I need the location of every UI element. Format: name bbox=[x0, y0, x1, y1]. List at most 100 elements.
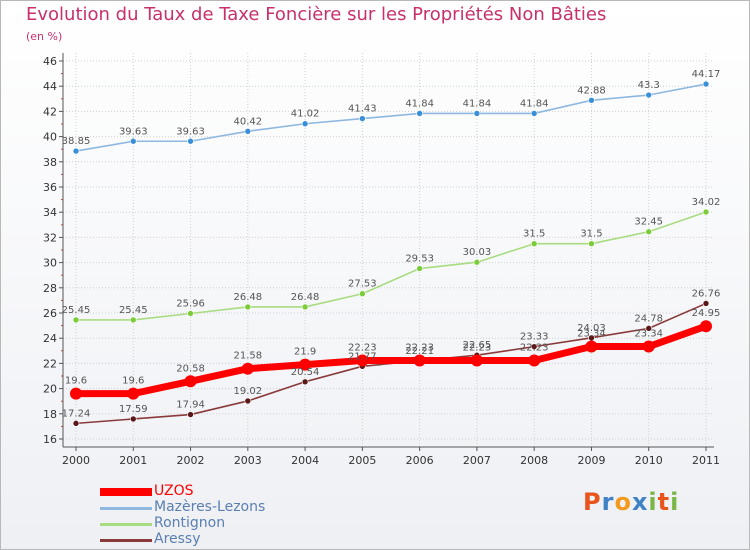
data-label-mazeres-lezons-2009: 42.88 bbox=[577, 85, 606, 96]
y-tick-label-22: 22 bbox=[43, 357, 57, 370]
data-label-uzos-2005: 22.23 bbox=[348, 343, 377, 354]
x-tick-label-2008: 2008 bbox=[520, 454, 548, 467]
x-tick-label-2004: 2004 bbox=[291, 454, 319, 467]
data-label-mazeres-lezons-2002: 39.63 bbox=[176, 126, 205, 137]
axes: 16 18 20 22 24 26 28 30 32 34 36 38 40 42 44 46 2000 2001… bbox=[43, 53, 720, 467]
data-label-mazeres-lezons-2008: 41.84 bbox=[520, 98, 549, 109]
legend-swatch-aressy bbox=[100, 539, 152, 542]
y-tick-label-32: 32 bbox=[43, 231, 57, 244]
point-aressy-2003 bbox=[244, 397, 252, 405]
y-tick-label-16: 16 bbox=[43, 433, 57, 446]
point-mazeres-lezons-2000 bbox=[72, 147, 80, 155]
data-label-uzos-2004: 21.9 bbox=[294, 347, 316, 358]
legend-label-mazeres-lezons: Mazères-Lezons bbox=[154, 499, 266, 515]
point-aressy-2004 bbox=[301, 378, 309, 386]
y-tick-label-20: 20 bbox=[43, 383, 57, 396]
data-label-rontignon-2006: 29.53 bbox=[405, 254, 434, 265]
x-tick-label-2003: 2003 bbox=[234, 454, 262, 467]
x-tick-label-2007: 2007 bbox=[463, 454, 491, 467]
logo-letter: i bbox=[648, 488, 658, 516]
x-tick-label-2001: 2001 bbox=[119, 454, 147, 467]
point-rontignon-2009 bbox=[588, 240, 595, 247]
legend-label-aressy: Aressy bbox=[154, 531, 201, 547]
data-label-mazeres-lezons-2005: 41.43 bbox=[348, 104, 377, 115]
point-aressy-2001 bbox=[129, 415, 137, 423]
point-aressy-2008 bbox=[530, 343, 538, 350]
legend-swatch-rontignon bbox=[100, 523, 152, 526]
data-label-rontignon-2011: 34.02 bbox=[692, 197, 721, 208]
data-label-uzos-2011: 24.95 bbox=[692, 308, 721, 319]
data-label-aressy-2001: 17.59 bbox=[119, 404, 148, 415]
data-label-aressy-2007: 22.65 bbox=[463, 340, 492, 351]
proxiti-logo: Proxiti bbox=[583, 488, 679, 516]
logo-letter: r bbox=[601, 488, 615, 516]
series-lines bbox=[70, 80, 712, 427]
point-uzos-2011 bbox=[700, 320, 712, 333]
data-label-mazeres-lezons-2004: 41.02 bbox=[291, 109, 320, 120]
data-label-mazeres-lezons-2001: 39.63 bbox=[119, 126, 148, 137]
data-label-rontignon-2009: 31.5 bbox=[580, 229, 602, 240]
y-tick-label-18: 18 bbox=[43, 408, 57, 421]
point-rontignon-2011 bbox=[702, 208, 710, 216]
point-rontignon-2001 bbox=[129, 316, 137, 324]
point-uzos-2008 bbox=[528, 354, 541, 367]
point-mazeres-lezons-2011 bbox=[702, 80, 710, 88]
point-mazeres-lezons-2010 bbox=[645, 91, 653, 99]
point-mazeres-lezons-2005 bbox=[359, 115, 366, 122]
data-label-rontignon-2005: 27.53 bbox=[348, 279, 377, 290]
legend-swatch-mazeres-lezons bbox=[100, 507, 152, 510]
data-label-aressy-2003: 19.02 bbox=[233, 386, 262, 397]
y-tick-label-44: 44 bbox=[43, 80, 57, 93]
logo-letter: P bbox=[583, 488, 602, 516]
y-axis-unit: (en %) bbox=[26, 30, 63, 43]
data-label-rontignon-2007: 30.03 bbox=[463, 247, 492, 258]
data-label-aressy-2002: 17.94 bbox=[176, 400, 205, 411]
y-tick-label-36: 36 bbox=[43, 181, 57, 194]
point-rontignon-2005 bbox=[359, 290, 366, 298]
data-label-aressy-2010: 24.78 bbox=[634, 313, 663, 324]
point-rontignon-2010 bbox=[645, 228, 653, 236]
data-label-rontignon-2008: 31.5 bbox=[523, 229, 545, 240]
data-label-mazeres-lezons-2000: 38.85 bbox=[62, 136, 91, 147]
point-rontignon-2006 bbox=[416, 265, 423, 272]
y-tick-label-24: 24 bbox=[43, 332, 57, 345]
data-label-aressy-2005: 21.77 bbox=[348, 351, 377, 362]
point-uzos-2007 bbox=[470, 354, 483, 367]
data-label-mazeres-lezons-2007: 41.84 bbox=[463, 98, 492, 109]
data-label-rontignon-2001: 25.45 bbox=[119, 305, 148, 316]
point-mazeres-lezons-2008 bbox=[530, 110, 538, 117]
series-line-rontignon bbox=[76, 211, 707, 321]
point-rontignon-2000 bbox=[72, 316, 80, 324]
point-mazeres-lezons-2006 bbox=[416, 110, 423, 117]
data-label-mazeres-lezons-2003: 40.42 bbox=[233, 116, 262, 127]
data-label-uzos-2010: 23.34 bbox=[634, 329, 663, 340]
data-label-uzos-2001: 19.6 bbox=[122, 376, 144, 387]
data-label-aressy-2000: 17.24 bbox=[62, 408, 91, 419]
point-mazeres-lezons-2004 bbox=[301, 120, 309, 128]
legend-label-rontignon: Rontignon bbox=[154, 515, 226, 531]
data-labels: 38.85 39.63 39.63 40.42 41.02 41.43 41.84 41.84… bbox=[62, 69, 721, 419]
data-label-uzos-2008: 22.23 bbox=[520, 343, 549, 354]
x-tick-label-2011: 2011 bbox=[692, 454, 720, 467]
y-tick-label-40: 40 bbox=[43, 131, 57, 144]
point-uzos-2002 bbox=[184, 375, 197, 388]
y-tick-label-38: 38 bbox=[43, 156, 57, 169]
x-tick-label-2010: 2010 bbox=[635, 454, 663, 467]
legend-swatch-uzos bbox=[100, 488, 152, 496]
chart-title: Evolution du Taux de Taxe Foncière sur l… bbox=[26, 4, 607, 25]
x-tick-label-2006: 2006 bbox=[406, 454, 434, 467]
data-label-aressy-2006: 22.21 bbox=[405, 346, 434, 357]
data-label-uzos-2007: 22.23 bbox=[463, 343, 492, 354]
point-aressy-2010 bbox=[645, 325, 653, 332]
legend-label-uzos: UZOS bbox=[154, 483, 194, 499]
point-mazeres-lezons-2007 bbox=[473, 110, 481, 117]
logo-letter: i bbox=[670, 488, 680, 516]
y-tick-label-30: 30 bbox=[43, 257, 57, 270]
data-label-aressy-2011: 26.76 bbox=[692, 288, 721, 299]
data-label-rontignon-2010: 32.45 bbox=[634, 217, 663, 228]
point-rontignon-2008 bbox=[530, 240, 538, 247]
data-label-rontignon-2000: 25.45 bbox=[62, 305, 91, 316]
y-tick-label-28: 28 bbox=[43, 282, 57, 295]
point-rontignon-2002 bbox=[187, 310, 194, 317]
